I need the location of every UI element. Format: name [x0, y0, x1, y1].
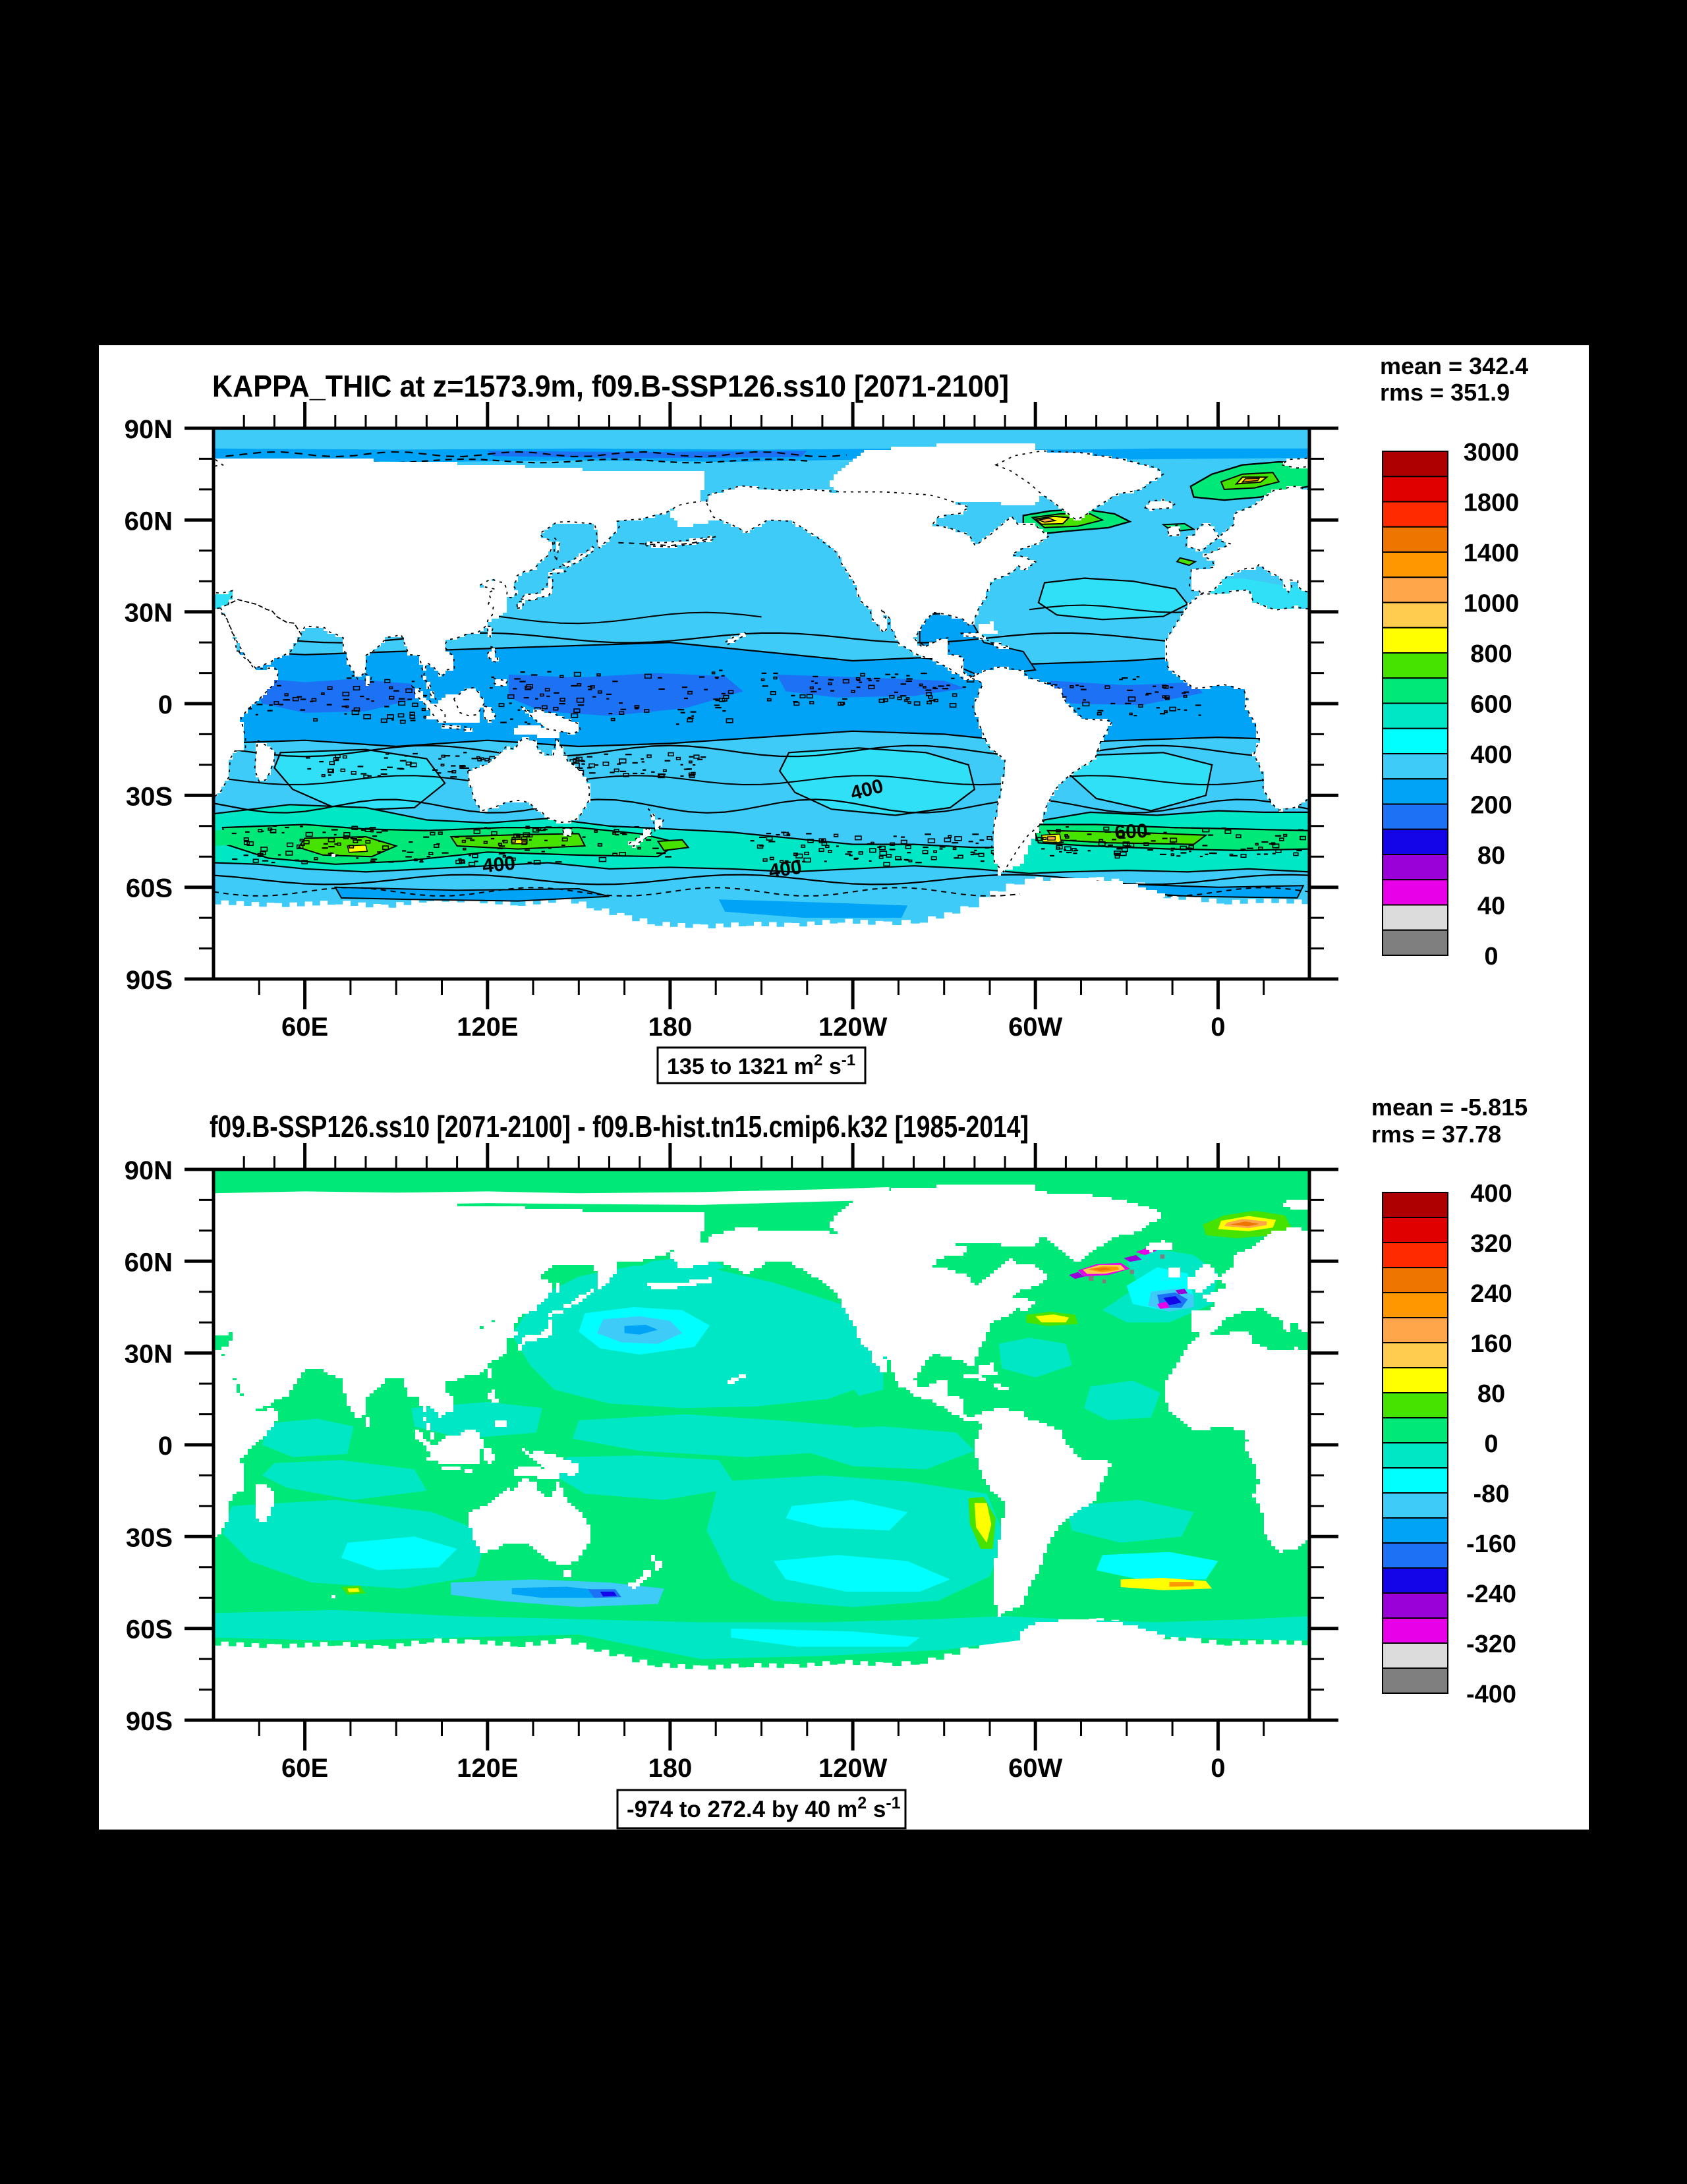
- svg-text:1400: 1400: [1464, 540, 1520, 567]
- svg-text:120E: 120E: [457, 1013, 518, 1042]
- svg-text:60E: 60E: [281, 1013, 328, 1042]
- svg-text:90N: 90N: [125, 1156, 173, 1185]
- svg-text:rms = 37.78: rms = 37.78: [1371, 1121, 1501, 1148]
- svg-text:30N: 30N: [125, 599, 173, 628]
- svg-text:120E: 120E: [457, 1754, 518, 1783]
- svg-text:60W: 60W: [1008, 1013, 1062, 1042]
- svg-text:-160: -160: [1466, 1530, 1516, 1558]
- svg-text:f09.B-SSP126.ss10 [2071-2100]: f09.B-SSP126.ss10 [2071-2100] - f09.B-hi…: [210, 1109, 1029, 1144]
- svg-text:320: 320: [1470, 1230, 1512, 1258]
- svg-text:0: 0: [158, 690, 173, 719]
- svg-text:160: 160: [1470, 1330, 1512, 1358]
- svg-text:KAPPA_THIC at z=1573.9m, f09.B: KAPPA_THIC at z=1573.9m, f09.B-SSP126.ss…: [212, 369, 1009, 403]
- svg-text:0: 0: [158, 1432, 173, 1461]
- svg-text:0: 0: [1484, 943, 1498, 970]
- svg-text:135 to 1321 m2 s-1: 135 to 1321 m2 s-1: [667, 1051, 855, 1079]
- svg-text:90N: 90N: [125, 415, 173, 444]
- svg-text:mean = 342.4: mean = 342.4: [1380, 352, 1528, 379]
- svg-text:60N: 60N: [125, 507, 173, 536]
- svg-text:0: 0: [1484, 1430, 1498, 1458]
- svg-text:200: 200: [1470, 792, 1512, 820]
- svg-text:400: 400: [1470, 741, 1512, 769]
- svg-text:90S: 90S: [126, 1707, 173, 1736]
- svg-text:240: 240: [1470, 1280, 1512, 1308]
- svg-text:80: 80: [1477, 842, 1505, 870]
- svg-text:90S: 90S: [126, 966, 173, 995]
- svg-text:600: 600: [1470, 691, 1512, 719]
- svg-text:600: 600: [1114, 820, 1149, 844]
- svg-text:180: 180: [648, 1754, 693, 1783]
- svg-text:400: 400: [1470, 1180, 1512, 1208]
- svg-text:60N: 60N: [125, 1248, 173, 1277]
- svg-text:180: 180: [648, 1013, 693, 1042]
- svg-text:800: 800: [1470, 640, 1512, 668]
- svg-text:80: 80: [1477, 1380, 1505, 1408]
- svg-text:-400: -400: [1466, 1681, 1516, 1708]
- svg-text:30S: 30S: [126, 782, 173, 811]
- svg-text:0: 0: [1211, 1754, 1225, 1783]
- svg-text:30N: 30N: [125, 1340, 173, 1369]
- svg-text:-80: -80: [1473, 1480, 1510, 1508]
- svg-text:60W: 60W: [1008, 1754, 1062, 1783]
- svg-text:40: 40: [1477, 893, 1505, 920]
- svg-text:60S: 60S: [126, 1615, 173, 1644]
- svg-text:3000: 3000: [1464, 439, 1520, 466]
- svg-text:30S: 30S: [126, 1523, 173, 1552]
- svg-text:-240: -240: [1466, 1581, 1516, 1608]
- svg-text:mean = -5.815: mean = -5.815: [1371, 1094, 1528, 1121]
- svg-text:0: 0: [1211, 1013, 1225, 1042]
- svg-text:120W: 120W: [818, 1754, 888, 1783]
- svg-text:400: 400: [481, 853, 516, 878]
- svg-text:1800: 1800: [1464, 490, 1520, 517]
- svg-text:rms = 351.9: rms = 351.9: [1380, 379, 1510, 406]
- svg-text:-974 to 272.4 by 40 m2 s-1: -974 to 272.4 by 40 m2 s-1: [627, 1794, 901, 1822]
- svg-text:60E: 60E: [281, 1754, 328, 1783]
- svg-text:1000: 1000: [1464, 590, 1520, 618]
- svg-text:120W: 120W: [818, 1013, 888, 1042]
- svg-text:60S: 60S: [126, 874, 173, 903]
- svg-text:400: 400: [768, 856, 803, 883]
- svg-text:-320: -320: [1466, 1631, 1516, 1658]
